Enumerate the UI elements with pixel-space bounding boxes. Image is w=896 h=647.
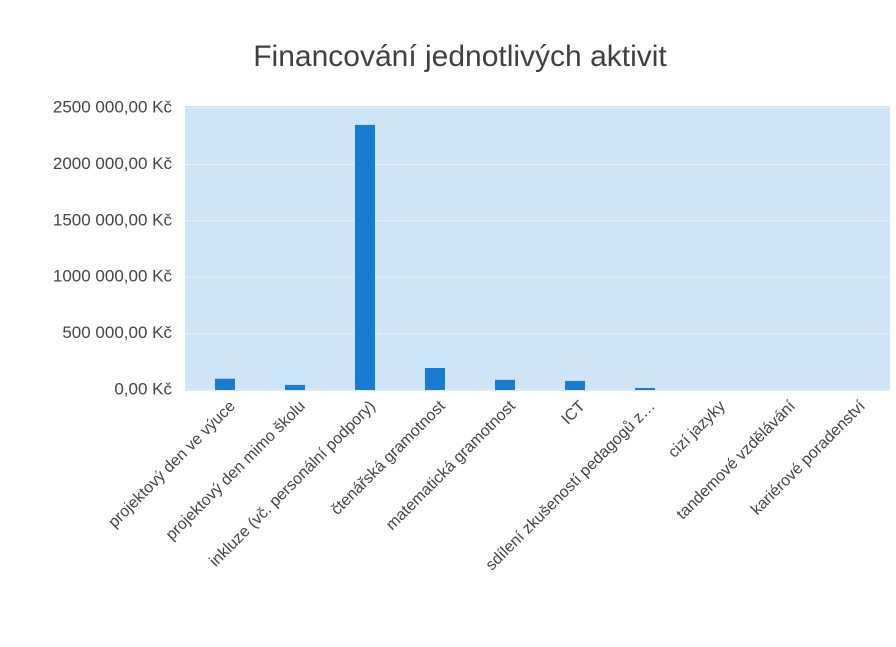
bar xyxy=(495,379,515,390)
bar xyxy=(215,378,235,390)
chart-title: Financování jednotlivých aktivit xyxy=(253,40,667,73)
bar xyxy=(355,124,375,391)
bar xyxy=(635,387,655,390)
bar xyxy=(285,384,305,390)
plot-area xyxy=(185,106,890,391)
y-tick-label: 1500 000,00 Kč xyxy=(53,210,173,229)
y-tick-label: 2500 000,00 Kč xyxy=(53,97,173,116)
bar xyxy=(565,380,585,390)
y-tick-label: 2000 000,00 Kč xyxy=(53,154,173,173)
y-tick-label: 500 000,00 Kč xyxy=(62,323,172,342)
y-tick-label: 1000 000,00 Kč xyxy=(53,267,173,286)
y-tick-label: 0,00 Kč xyxy=(114,379,172,398)
bar xyxy=(425,368,445,390)
